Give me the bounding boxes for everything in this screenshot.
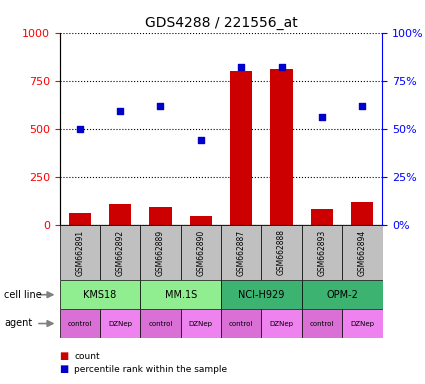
Text: KMS18: KMS18 [83, 290, 116, 300]
Bar [140, 309, 181, 338]
Bar [140, 225, 181, 280]
Bar [68, 213, 91, 225]
Bar [109, 204, 131, 225]
Text: GSM662894: GSM662894 [358, 229, 367, 276]
Point [197, 137, 204, 143]
Point [76, 126, 83, 132]
Text: DZNep: DZNep [269, 321, 294, 326]
Point [278, 64, 285, 70]
Title: GDS4288 / 221556_at: GDS4288 / 221556_at [144, 16, 298, 30]
Bar [181, 309, 221, 338]
Text: OPM-2: OPM-2 [326, 290, 358, 300]
Text: DZNep: DZNep [108, 321, 132, 326]
Bar [60, 309, 100, 338]
Text: agent: agent [4, 318, 32, 328]
Bar [302, 225, 342, 280]
Bar [60, 225, 100, 280]
Bar [342, 225, 382, 280]
Text: MM.1S: MM.1S [164, 290, 197, 300]
Bar [149, 207, 172, 225]
Bar [221, 309, 261, 338]
Point [359, 103, 366, 109]
Text: GSM662892: GSM662892 [116, 229, 125, 276]
Point [116, 108, 123, 114]
Bar [221, 280, 302, 309]
Bar [342, 309, 382, 338]
Bar [181, 225, 221, 280]
Text: DZNep: DZNep [350, 321, 374, 326]
Point [318, 114, 325, 120]
Text: count: count [74, 352, 100, 361]
Text: DZNep: DZNep [189, 321, 213, 326]
Text: GSM662893: GSM662893 [317, 229, 326, 276]
Bar [302, 280, 382, 309]
Bar [261, 225, 302, 280]
Bar [100, 225, 140, 280]
Bar [60, 280, 140, 309]
Bar [140, 280, 221, 309]
Text: ■: ■ [60, 351, 69, 361]
Text: control: control [68, 321, 92, 326]
Point [157, 103, 164, 109]
Bar [302, 309, 342, 338]
Text: control: control [148, 321, 173, 326]
Bar [351, 202, 374, 225]
Bar [221, 225, 261, 280]
Bar [190, 216, 212, 225]
Text: cell line: cell line [4, 290, 42, 300]
Text: GSM662891: GSM662891 [75, 229, 84, 276]
Bar [311, 209, 333, 225]
Bar [261, 309, 302, 338]
Text: control: control [229, 321, 253, 326]
Text: percentile rank within the sample: percentile rank within the sample [74, 365, 227, 374]
Bar [100, 309, 140, 338]
Text: GSM662888: GSM662888 [277, 230, 286, 275]
Text: control: control [310, 321, 334, 326]
Text: NCI-H929: NCI-H929 [238, 290, 285, 300]
Bar [230, 71, 252, 225]
Point [238, 64, 244, 70]
Text: GSM662887: GSM662887 [237, 229, 246, 276]
Bar [270, 69, 293, 225]
Text: GSM662889: GSM662889 [156, 229, 165, 276]
Text: GSM662890: GSM662890 [196, 229, 205, 276]
Text: ■: ■ [60, 364, 69, 374]
